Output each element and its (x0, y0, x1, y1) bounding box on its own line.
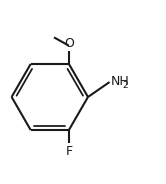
Text: O: O (64, 37, 74, 50)
Text: 2: 2 (122, 81, 128, 90)
Text: NH: NH (111, 75, 130, 88)
Text: F: F (65, 145, 72, 158)
